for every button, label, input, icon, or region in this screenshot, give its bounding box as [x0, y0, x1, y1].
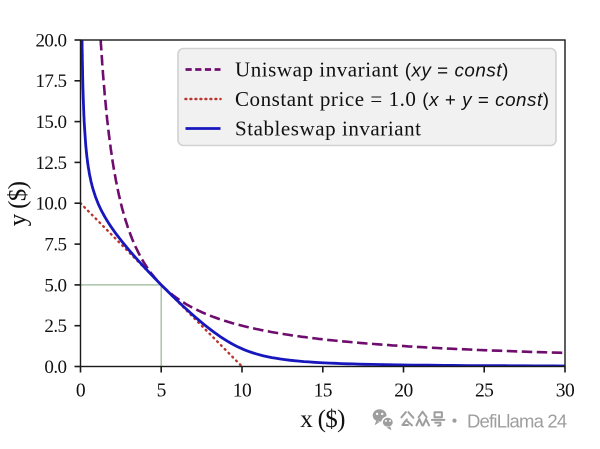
svg-text:30: 30	[556, 381, 574, 402]
svg-text:Stableswap invariant: Stableswap invariant	[235, 117, 422, 141]
svg-text:Uniswap invariant (xy = const): Uniswap invariant (xy = const)	[235, 58, 509, 82]
svg-text:Constant price = 1.0 (x + y =: Constant price = 1.0 (x + y = const)	[235, 87, 550, 111]
svg-text:0.0: 0.0	[44, 357, 66, 378]
svg-text:5.0: 5.0	[44, 275, 66, 296]
svg-text:15.0: 15.0	[35, 112, 66, 133]
svg-text:2.5: 2.5	[44, 316, 66, 337]
svg-text:10.0: 10.0	[35, 194, 66, 215]
svg-text:12.5: 12.5	[35, 153, 66, 174]
svg-text:x ($): x ($)	[300, 406, 345, 433]
svg-text:15: 15	[314, 381, 332, 402]
svg-text:0: 0	[76, 381, 85, 402]
svg-text:20: 20	[394, 381, 412, 402]
svg-text:10: 10	[233, 381, 251, 402]
svg-text:20.0: 20.0	[35, 30, 66, 51]
svg-text:25: 25	[475, 381, 493, 402]
svg-text:17.5: 17.5	[35, 71, 66, 92]
svg-text:y ($): y ($)	[5, 181, 32, 226]
svg-text:7.5: 7.5	[44, 235, 66, 256]
svg-text:5: 5	[157, 381, 166, 402]
svg-text:DefiLlama 24: DefiLlama 24	[467, 411, 567, 432]
